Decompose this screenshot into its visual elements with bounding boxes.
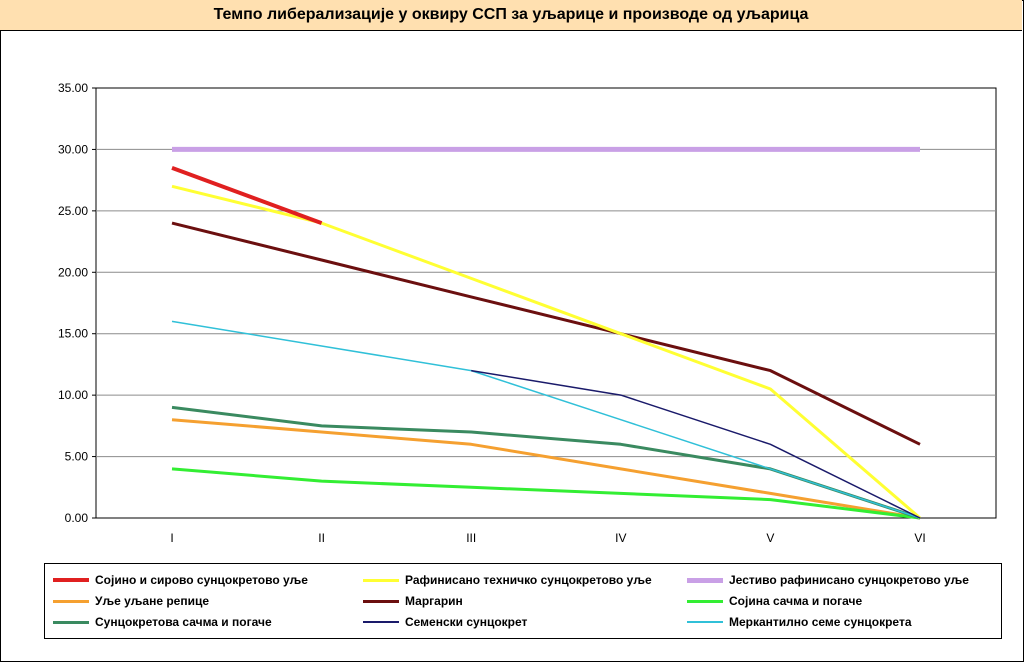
x-tick-label: I (170, 531, 173, 545)
y-tick-label: 10.00 (58, 388, 88, 402)
legend-item: Рафинисано техничко сунцокретово уље (363, 570, 652, 590)
series-line-3 (171, 418, 921, 520)
plot-area (95, 87, 997, 519)
series-lines (171, 146, 921, 520)
y-tick-label: 30.00 (58, 142, 88, 156)
y-tick-label: 0.00 (65, 511, 89, 525)
series-line-5 (171, 467, 921, 520)
legend-item: Сојино и сирово сунцокретово уље (53, 570, 308, 590)
y-tick-label: 35.00 (58, 81, 88, 95)
legend: Сојино и сирово сунцокретово уље Рафиниса… (44, 563, 1002, 639)
legend-swatch (687, 621, 723, 623)
y-tick-label: 5.00 (65, 450, 89, 464)
legend-label: Семенски сунцокрет (405, 615, 528, 629)
series-line-7 (471, 369, 921, 519)
legend-swatch (687, 599, 723, 603)
legend-label: Јестиво рафинисано сунцокретово уље (729, 573, 969, 587)
legend-label: Сунцокретова сачма и погаче (95, 615, 272, 629)
x-tick-label: V (766, 531, 774, 545)
legend-swatch (363, 621, 399, 623)
legend-swatch (53, 578, 89, 582)
y-tick-label: 15.00 (58, 327, 88, 341)
x-tick-label: VI (914, 531, 925, 545)
series-line-1 (171, 184, 921, 520)
legend-swatch (53, 599, 89, 603)
chart-title: Темпо либерализације у оквиру ССП за уља… (213, 6, 809, 23)
legend-swatch (53, 620, 89, 624)
x-tick-label: IV (615, 531, 626, 545)
legend-swatch (687, 577, 723, 583)
y-tick-label: 20.00 (58, 265, 88, 279)
legend-swatch (363, 578, 399, 582)
legend-item: Маргарин (363, 591, 463, 611)
line-chart: 0.00 5.00 10.00 15.00 20.00 25.00 30.00 35.00 I… (58, 81, 997, 545)
title-bar (0, 0, 1022, 31)
y-axis-tick-labels: 0.00 5.00 10.00 15.00 20.00 25.00 30.00 35.00 (58, 81, 88, 525)
series-line-8 (171, 320, 921, 519)
legend-swatch (363, 599, 399, 603)
y-tick-label: 25.00 (58, 204, 88, 218)
legend-label: Сојина сачма и погаче (729, 594, 863, 608)
legend-label: Сојино и сирово сунцокретово уље (95, 573, 308, 587)
legend-label: Уље уљане репице (95, 594, 210, 608)
legend-item: Сојина сачма и погаче (687, 591, 862, 611)
x-axis-tick-labels: I II III IV V VI (170, 531, 925, 545)
legend-item: Сунцокретова сачма и погаче (53, 612, 272, 632)
legend-item: Семенски сунцокрет (363, 612, 527, 632)
legend-item: Уље уљане репице (53, 591, 209, 611)
x-tick-label: III (466, 531, 476, 545)
series-line-4 (171, 221, 921, 446)
legend-label: Маргарин (405, 594, 463, 608)
legend-label: Рафинисано техничко сунцокретово уље (405, 573, 652, 587)
legend-label: Меркантилно семе сунцокрета (729, 615, 912, 629)
legend-item: Меркантилно семе сунцокрета (687, 612, 912, 632)
series-line-0 (171, 166, 323, 225)
legend-item: Јестиво рафинисано сунцокретово уље (687, 570, 969, 590)
x-tick-label: II (318, 531, 325, 545)
